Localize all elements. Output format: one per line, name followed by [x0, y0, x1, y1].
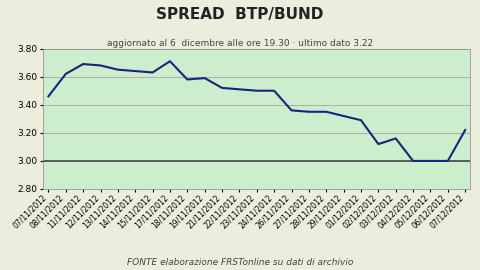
Text: FONTE elaborazione FRSTonline su dati di archivio: FONTE elaborazione FRSTonline su dati di…	[127, 258, 353, 267]
Text: SPREAD  BTP/BUND: SPREAD BTP/BUND	[156, 7, 324, 22]
Text: aggiornato al 6  dicembre alle ore 19.30 · ultimo dato 3.22: aggiornato al 6 dicembre alle ore 19.30 …	[107, 39, 373, 48]
